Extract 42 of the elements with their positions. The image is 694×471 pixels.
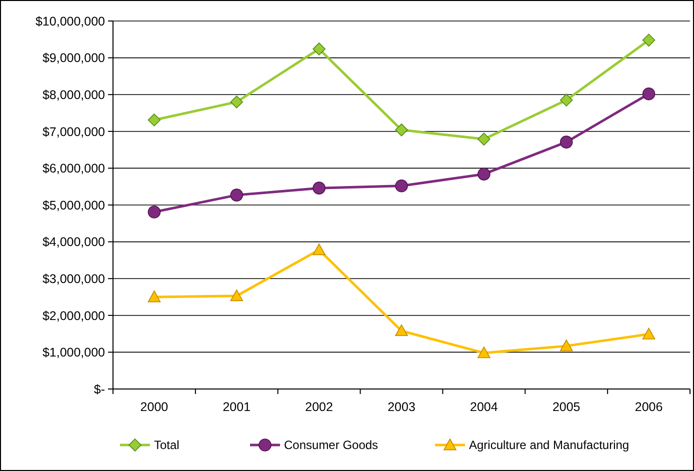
x-tick-label: 2002 bbox=[305, 400, 334, 414]
x-tick-label: 2006 bbox=[634, 400, 663, 414]
x-tick-label: 2003 bbox=[388, 400, 416, 414]
y-tick-label: $5,000,000 bbox=[42, 198, 106, 212]
legend-label: Total bbox=[154, 438, 180, 452]
point bbox=[642, 87, 656, 100]
point bbox=[478, 346, 490, 358]
point bbox=[395, 324, 408, 336]
y-tick-label: $6,000,000 bbox=[42, 162, 106, 176]
point bbox=[148, 290, 161, 302]
point bbox=[560, 340, 573, 352]
y-tick-label: $8,000,000 bbox=[42, 88, 106, 102]
point bbox=[395, 124, 408, 136]
point bbox=[312, 243, 326, 256]
point bbox=[148, 206, 161, 218]
y-tick-label: $1,000,000 bbox=[42, 346, 106, 360]
y-tick-label: $4,000,000 bbox=[42, 235, 106, 250]
point bbox=[560, 136, 573, 148]
point bbox=[395, 179, 408, 192]
x-tick-label: 2004 bbox=[470, 400, 498, 414]
y-tick-label: $9,000,000 bbox=[42, 51, 106, 66]
y-tick-label: $10,000,000 bbox=[35, 14, 106, 28]
x-tick-label: 2001 bbox=[222, 400, 251, 414]
point bbox=[148, 114, 161, 126]
point bbox=[230, 96, 244, 108]
y-tick-label: $2,000,000 bbox=[42, 308, 106, 323]
y-tick-label: $3,000,000 bbox=[42, 272, 106, 286]
legend-label: Agriculture and Manufacturing bbox=[469, 438, 630, 452]
y-tick-label: $7,000,000 bbox=[42, 124, 106, 139]
point bbox=[560, 94, 573, 107]
x-tick-label: 2005 bbox=[552, 400, 580, 414]
point bbox=[478, 132, 490, 146]
point bbox=[312, 182, 326, 194]
y-tick-label: $- bbox=[94, 382, 105, 396]
point bbox=[642, 328, 656, 340]
point bbox=[230, 188, 244, 202]
point bbox=[230, 289, 244, 302]
point bbox=[312, 42, 326, 56]
point bbox=[642, 34, 656, 47]
x-tick-label: 2000 bbox=[140, 400, 168, 414]
legend-label: Consumer Goods bbox=[284, 438, 378, 452]
point bbox=[478, 168, 490, 180]
